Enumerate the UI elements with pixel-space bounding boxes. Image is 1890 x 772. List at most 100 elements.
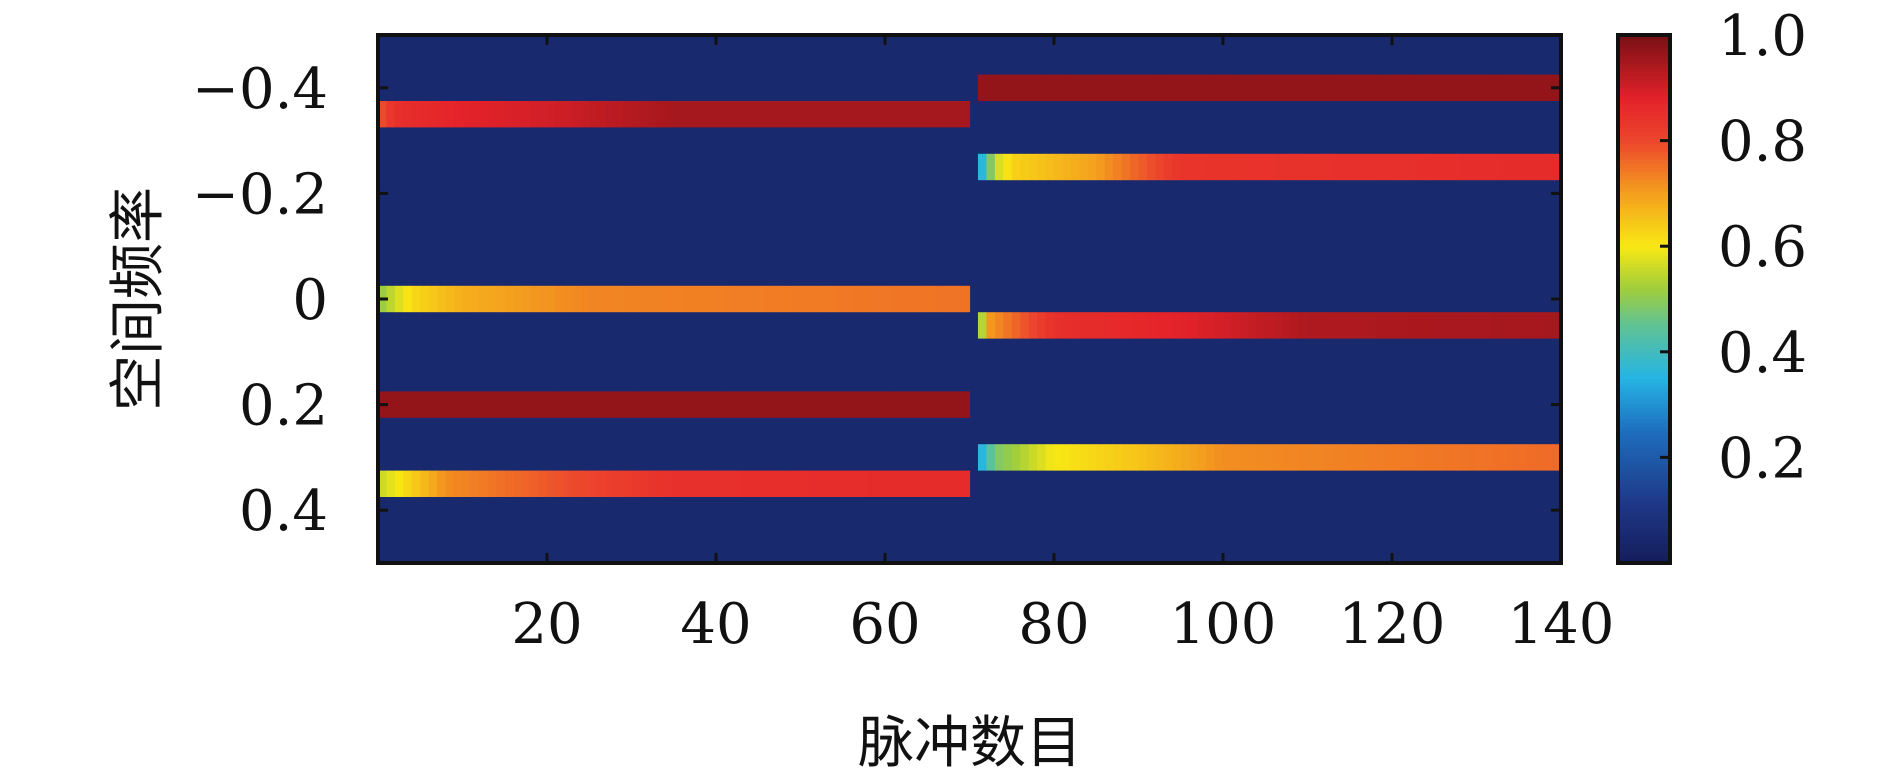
heatmap-cell-band-8 [1265, 444, 1275, 471]
heatmap-cell-band-7 [1231, 312, 1241, 339]
heatmap-cell-band-1 [851, 101, 861, 128]
colorbar-segment [1618, 227, 1670, 232]
heatmap-cell-band-5 [1392, 74, 1402, 101]
colorbar-segment [1618, 287, 1670, 292]
heatmap-cell-band-8 [1189, 444, 1199, 471]
colorbar-segment [1618, 195, 1670, 200]
heatmap-cell-band-6 [1062, 153, 1072, 181]
heatmap-cell-band-3 [859, 391, 869, 418]
colorbar-segment [1618, 191, 1670, 196]
heatmap-cell-band-5 [1408, 74, 1418, 101]
heatmap-cell-band-3 [386, 391, 396, 418]
heatmap-cell-band-5 [1214, 74, 1224, 101]
heatmap-cell-band-1 [521, 101, 531, 128]
heatmap-cell-band-3 [876, 391, 886, 418]
heatmap-cell-band-1 [614, 101, 624, 128]
heatmap-cell-band-3 [910, 391, 920, 418]
heatmap-cell-band-5 [1104, 74, 1114, 101]
heatmap-cell-band-2 [724, 285, 734, 313]
heatmap-cell-band-3 [606, 391, 616, 418]
heatmap-cell-band-6 [1358, 153, 1368, 181]
colorbar-segment [1618, 131, 1670, 136]
heatmap-cell-band-4 [724, 470, 734, 497]
heatmap-cell-band-8 [1552, 444, 1562, 471]
colorbar-segment [1618, 435, 1670, 440]
heatmap-cell-band-2 [961, 285, 971, 313]
heatmap-cell-band-8 [1408, 444, 1418, 471]
heatmap-cell-band-6 [1197, 153, 1207, 181]
heatmap-cell-band-6 [1121, 153, 1131, 181]
heatmap-cell-band-6 [1468, 153, 1478, 181]
heatmap-cell-band-2 [690, 285, 700, 313]
colorbar-segment [1618, 495, 1670, 500]
heatmap-cell-band-1 [825, 101, 835, 128]
heatmap-cell-band-1 [927, 101, 937, 128]
heatmap-cell-band-8 [1535, 444, 1545, 471]
colorbar-segment [1618, 199, 1670, 204]
heatmap-cell-band-7 [1028, 312, 1038, 339]
heatmap-cell-band-1 [572, 101, 582, 128]
heatmap-cell-band-5 [1273, 74, 1283, 101]
heatmap-cell-band-2 [623, 285, 633, 313]
heatmap-cell-band-4 [378, 470, 388, 497]
heatmap-cell-band-5 [1282, 74, 1292, 101]
heatmap-cell-band-5 [1020, 74, 1030, 101]
heatmap-cell-band-1 [487, 101, 497, 128]
heatmap-cell-band-4 [766, 470, 776, 497]
colorbar-segment [1618, 391, 1670, 396]
heatmap-cell-band-7 [1451, 312, 1461, 339]
heatmap-cell-band-7 [1197, 312, 1207, 339]
heatmap-cell-band-6 [1476, 153, 1486, 181]
colorbar-segment [1618, 411, 1670, 416]
colorbar-tick-label: 0.6 [1718, 215, 1807, 280]
heatmap-cell-band-5 [1383, 74, 1393, 101]
colorbar-segment [1618, 303, 1670, 308]
colorbar-segment [1618, 487, 1670, 492]
heatmap-cell-band-2 [682, 285, 692, 313]
heatmap-cell-band-2 [885, 285, 895, 313]
heatmap-cell-band-4 [470, 470, 480, 497]
colorbar-segment [1618, 219, 1670, 224]
heatmap-cell-band-1 [885, 101, 895, 128]
heatmap-cell-band-6 [1273, 153, 1283, 181]
heatmap-cell-band-8 [1037, 444, 1047, 471]
heatmap-cell-band-4 [513, 470, 523, 497]
colorbar-segment [1618, 471, 1670, 476]
heatmap-cell-band-6 [1366, 153, 1376, 181]
heatmap-cell-band-5 [1146, 74, 1156, 101]
heatmap-cell-band-2 [597, 285, 607, 313]
heatmap-cell-band-6 [1096, 153, 1106, 181]
heatmap-cell-band-4 [961, 470, 971, 497]
heatmap-cell-band-7 [1527, 312, 1537, 339]
heatmap-cell-band-2 [504, 285, 514, 313]
colorbar-segment [1618, 251, 1670, 256]
heatmap-cell-band-3 [496, 391, 506, 418]
heatmap-cell-band-6 [1459, 153, 1469, 181]
heatmap-cell-band-8 [1070, 444, 1080, 471]
heatmap-cell-band-4 [842, 470, 852, 497]
heatmap-cell-band-8 [1451, 444, 1461, 471]
colorbar-segment [1618, 75, 1670, 80]
heatmap-cell-band-4 [420, 470, 430, 497]
heatmap-cell-band-1 [775, 101, 785, 128]
heatmap-cell-band-5 [1434, 74, 1444, 101]
heatmap-cell-band-7 [1138, 312, 1148, 339]
heatmap-cell-band-7 [1358, 312, 1368, 339]
heatmap-cell-band-5 [1299, 74, 1309, 101]
heatmap-cell-band-5 [1417, 74, 1427, 101]
x-axis: 20 40 60 80 100 120 140 [511, 35, 1614, 657]
heatmap-cell-band-5 [1366, 74, 1376, 101]
heatmap-cell-band-2 [935, 285, 945, 313]
heatmap-cell-band-5 [1037, 74, 1047, 101]
heatmap-cell-band-1 [394, 101, 404, 128]
heatmap-cell-band-3 [420, 391, 430, 418]
colorbar-segment [1618, 343, 1670, 348]
colorbar-segment [1618, 507, 1670, 512]
y-tick-label: −0.4 [192, 57, 328, 122]
heatmap-cell-band-5 [1442, 74, 1452, 101]
heatmap-cell-band-5 [1231, 74, 1241, 101]
heatmap-cell-band-2 [775, 285, 785, 313]
colorbar-segment [1618, 115, 1670, 120]
heatmap-cell-band-2 [496, 285, 506, 313]
